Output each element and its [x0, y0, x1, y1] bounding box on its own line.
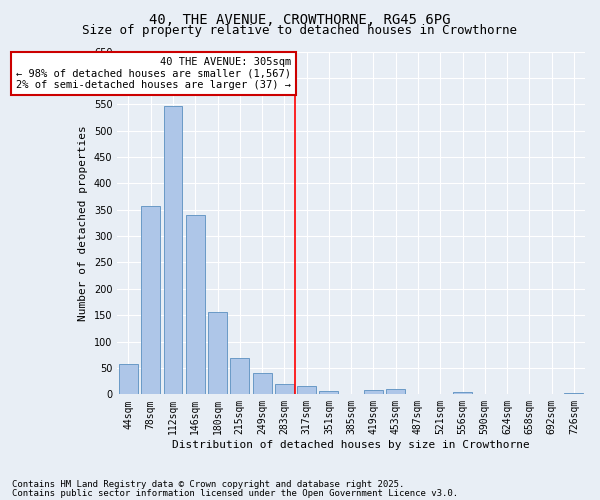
Bar — [386, 389, 405, 394]
Bar — [565, 393, 583, 394]
Bar — [186, 215, 205, 394]
Bar — [319, 390, 338, 394]
Bar — [453, 392, 472, 394]
Bar — [364, 390, 383, 394]
Bar — [253, 373, 272, 394]
Text: Contains public sector information licensed under the Open Government Licence v3: Contains public sector information licen… — [12, 489, 458, 498]
Bar — [297, 386, 316, 394]
Bar — [275, 384, 294, 394]
Bar — [164, 106, 182, 395]
Text: Size of property relative to detached houses in Crowthorne: Size of property relative to detached ho… — [83, 24, 517, 37]
Text: 40 THE AVENUE: 305sqm
← 98% of detached houses are smaller (1,567)
2% of semi-de: 40 THE AVENUE: 305sqm ← 98% of detached … — [16, 57, 291, 90]
Text: Contains HM Land Registry data © Crown copyright and database right 2025.: Contains HM Land Registry data © Crown c… — [12, 480, 404, 489]
Bar — [230, 358, 249, 394]
Y-axis label: Number of detached properties: Number of detached properties — [78, 125, 88, 321]
Bar — [208, 312, 227, 394]
Bar — [141, 206, 160, 394]
Text: 40, THE AVENUE, CROWTHORNE, RG45 6PG: 40, THE AVENUE, CROWTHORNE, RG45 6PG — [149, 12, 451, 26]
Bar — [119, 364, 138, 394]
X-axis label: Distribution of detached houses by size in Crowthorne: Distribution of detached houses by size … — [172, 440, 530, 450]
